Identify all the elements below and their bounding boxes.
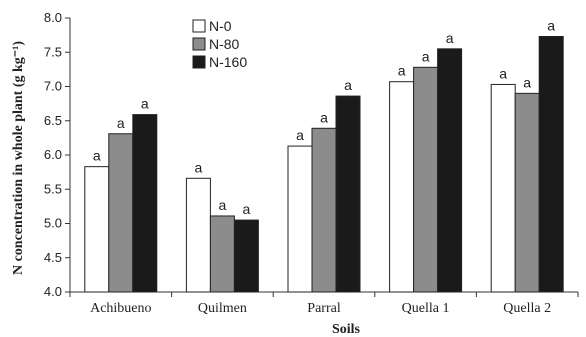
legend-label: N-80 [209, 36, 240, 52]
y-tick-label: 8.0 [44, 10, 62, 25]
bar [413, 66, 439, 293]
bar-data-label: a [243, 201, 251, 217]
bar-data-label: a [446, 30, 454, 46]
bar [389, 81, 415, 293]
bar [84, 166, 110, 293]
legend-swatch [192, 37, 206, 51]
x-axis-title: Soils [332, 322, 361, 337]
axes: 4.0 4.5 5.0 5.5 6.0 6.5 7.0 7.5 8.0 Achibueno Quil… [44, 10, 579, 316]
y-tick-label: 4.0 [44, 284, 62, 299]
legend-label: N-160 [209, 54, 247, 70]
legend-swatch [192, 19, 206, 33]
bar [514, 92, 540, 293]
bar-data-label: a [422, 48, 430, 64]
bar-data-label: a [296, 127, 304, 143]
bar [185, 177, 211, 293]
bar-data-label: a [344, 77, 352, 93]
bar-data-label: a [195, 159, 203, 175]
bar [108, 133, 134, 293]
bar [132, 114, 158, 293]
y-tick-label: 7.0 [44, 79, 62, 94]
bar-data-label: a [117, 115, 125, 131]
bars [84, 35, 564, 293]
bar-data-label: a [219, 197, 227, 213]
legend-label: N-0 [209, 18, 232, 34]
y-tick-label: 7.5 [44, 44, 62, 59]
bar [287, 145, 313, 293]
x-category-label: Quella 2 [503, 301, 551, 316]
bar-data-label: a [320, 109, 328, 125]
y-tick-label: 4.5 [44, 250, 62, 265]
bar-data-label: a [93, 148, 101, 164]
y-axis-title: N concentration in whole plant (g kg⁻¹) [11, 41, 26, 275]
x-category-label: Parral [307, 301, 341, 316]
y-tick-label: 5.5 [44, 181, 62, 196]
bar [335, 95, 361, 293]
legend: N-0 N-80 N-160 [192, 18, 247, 70]
bar [437, 48, 463, 293]
y-tick-label: 6.0 [44, 147, 62, 162]
bar [233, 219, 259, 293]
y-tick-label: 6.5 [44, 113, 62, 128]
bar-data-label: a [499, 65, 507, 81]
bar [311, 127, 337, 293]
bar-data-label: a [547, 17, 555, 33]
bar [490, 83, 516, 293]
legend-swatch [192, 55, 206, 69]
bar [538, 35, 564, 293]
bar-data-label: a [141, 96, 149, 112]
x-category-label: Quilmen [198, 301, 247, 316]
x-category-label: Achibueno [90, 301, 151, 316]
bar-data-label: a [398, 63, 406, 79]
bar [209, 215, 235, 293]
y-tick-label: 5.0 [44, 216, 62, 231]
x-category-label: Quella 1 [402, 301, 450, 316]
bar-data-label: a [523, 74, 531, 90]
